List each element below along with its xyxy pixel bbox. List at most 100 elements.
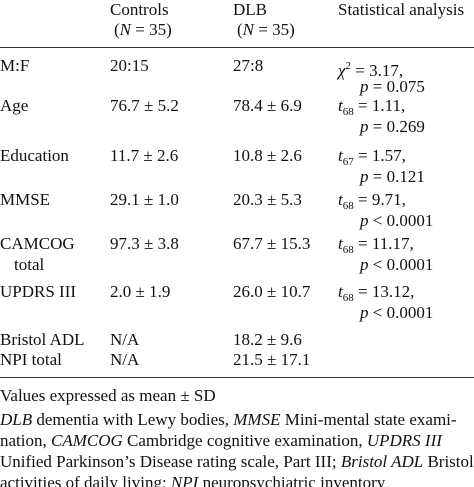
cell: 20:15 — [110, 56, 149, 75]
text-segment: < 0.0001 — [368, 303, 434, 322]
stat-line: χ2 = 3.17, — [338, 56, 403, 81]
row-label: MMSE — [0, 190, 51, 209]
text-segment: p — [360, 255, 369, 274]
text-segment: N — [242, 20, 255, 39]
note-line: activities of daily living; NPI neuropsy… — [0, 473, 385, 487]
text-segment: = 35) — [131, 20, 172, 39]
cell: 78.4 ± 6.9 — [233, 96, 302, 115]
text-segment: p — [360, 303, 369, 322]
text-segment: 68 — [342, 106, 354, 118]
text-segment: NPI — [170, 473, 199, 487]
row-label: M:F — [0, 56, 30, 75]
text-segment: < 0.0001 — [368, 255, 434, 274]
cell: 26.0 ± 10.7 — [233, 282, 311, 301]
stat-line: t68 = 9.71, — [338, 190, 406, 216]
text-segment: activities of daily living; — [0, 473, 171, 487]
text-segment: = 3.17, — [350, 61, 404, 80]
text-segment: 68 — [342, 244, 354, 256]
text-segment: t — [338, 96, 343, 115]
column-n: (N = 35) — [237, 20, 295, 40]
text-segment: χ — [338, 61, 346, 80]
row-label: UPDRS III — [0, 282, 77, 301]
cell: N/A — [110, 350, 140, 369]
stat-line: p < 0.0001 — [360, 211, 433, 231]
note-line: Unified Parkinson’s Disease rating scale… — [0, 452, 474, 472]
text-segment: = 13.12, — [353, 282, 415, 301]
text-segment: t — [338, 234, 343, 253]
row-label: Bristol ADL — [0, 330, 85, 349]
text-segment: t — [338, 190, 343, 209]
column-header: Statistical analysis — [338, 0, 465, 19]
column-header: Controls — [110, 0, 169, 19]
bottom-rule — [0, 377, 474, 378]
column-header: DLB — [233, 0, 267, 19]
text-segment: p — [360, 117, 369, 136]
text-segment: dementia with Lewy bodies, — [32, 410, 234, 429]
text-segment: Bristol — [423, 452, 474, 471]
text-segment: = 11.17, — [353, 234, 414, 253]
stat-line: p = 0.075 — [360, 77, 425, 97]
stat-line: t68 = 1.11, — [338, 96, 405, 122]
text-segment: = 0.269 — [368, 117, 425, 136]
cell: 67.7 ± 15.3 — [233, 234, 311, 253]
text-segment: ( — [114, 20, 120, 39]
text-segment: p — [360, 77, 369, 96]
text-segment: 68 — [342, 200, 354, 212]
text-segment: = 1.11, — [353, 96, 406, 115]
row-label: NPI total — [0, 350, 62, 369]
note-line: DLB dementia with Lewy bodies, MMSE Mini… — [0, 410, 457, 430]
cell: 2.0 ± 1.9 — [110, 282, 171, 301]
text-segment: MMSE — [233, 410, 281, 429]
row-label: total — [14, 255, 45, 274]
cell: 76.7 ± 5.2 — [110, 96, 179, 115]
stat-line: t67 = 1.57, — [338, 146, 406, 172]
text-segment: = 0.075 — [368, 77, 425, 96]
cell: 20.3 ± 5.3 — [233, 190, 302, 209]
text-segment: p — [360, 167, 369, 186]
text-segment: t — [338, 146, 343, 165]
note-summary: Values expressed as mean ± SD — [0, 386, 216, 405]
stat-line: p < 0.0001 — [360, 255, 433, 275]
text-segment: Cambridge cognitive examination, — [122, 431, 367, 450]
text-segment: Mini-mental state exami- — [280, 410, 457, 429]
cell: 97.3 ± 3.8 — [110, 234, 179, 253]
text-segment: 67 — [342, 156, 354, 168]
text-segment: p — [360, 211, 369, 230]
text-segment: Unified Parkinson’s Disease rating scale… — [0, 452, 341, 471]
text-segment: DLB — [0, 410, 33, 429]
stat-line: p < 0.0001 — [360, 303, 433, 323]
cell: 29.1 ± 1.0 — [110, 190, 179, 209]
cell: 10.8 ± 2.6 — [233, 146, 302, 165]
cell: N/A — [110, 330, 140, 349]
text-segment: Bristol ADL — [340, 452, 424, 471]
text-segment: = 35) — [254, 20, 295, 39]
text-segment: < 0.0001 — [368, 211, 434, 230]
cell: 11.7 ± 2.6 — [110, 146, 179, 165]
stat-line: p = 0.121 — [360, 167, 425, 187]
stat-line: p = 0.269 — [360, 117, 425, 137]
text-segment: 68 — [342, 292, 354, 304]
text-segment: ( — [237, 20, 243, 39]
text-segment: 2 — [345, 60, 351, 72]
cell: 27:8 — [233, 56, 264, 75]
text-segment: neuropsychiatric inventory — [198, 473, 386, 487]
text-segment: = 1.57, — [353, 146, 406, 165]
text-segment: UPDRS III — [366, 431, 442, 450]
row-label: CAMCOG — [0, 234, 75, 253]
note-line: nation, CAMCOG Cambridge cognitive exami… — [0, 431, 442, 451]
row-label: Education — [0, 146, 69, 165]
column-n: (N = 35) — [114, 20, 172, 40]
text-segment: CAMCOG — [51, 431, 123, 450]
text-segment: = 9.71, — [353, 190, 406, 209]
header-rule — [0, 47, 474, 48]
row-label: Age — [0, 96, 29, 115]
text-segment: N — [119, 20, 132, 39]
text-segment: = 0.121 — [368, 167, 425, 186]
text-segment: t — [338, 282, 343, 301]
cell: 21.5 ± 17.1 — [233, 350, 311, 369]
cell: 18.2 ± 9.6 — [233, 330, 302, 349]
stat-line: t68 = 11.17, — [338, 234, 414, 260]
stat-line: t68 = 13.12, — [338, 282, 414, 308]
text-segment: nation, — [0, 431, 51, 450]
